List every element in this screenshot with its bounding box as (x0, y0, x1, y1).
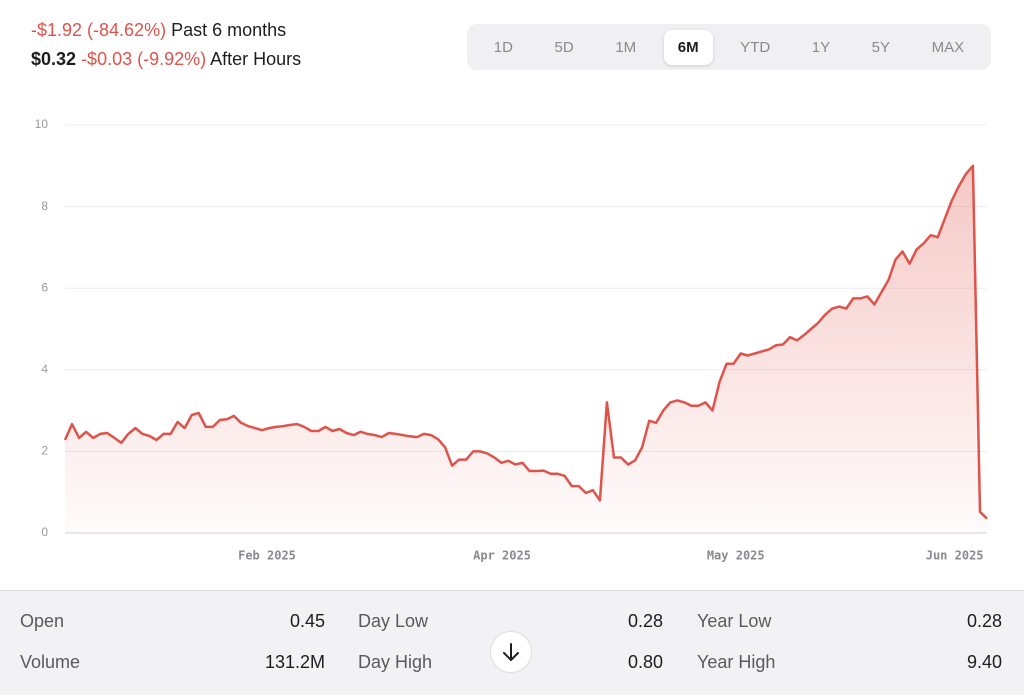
stat-label: Volume (20, 652, 81, 672)
range-tab[interactable]: 6M (663, 29, 713, 65)
stat-label: Day High (358, 652, 433, 672)
scroll-down-button[interactable] (490, 631, 532, 673)
range-tab[interactable]: 1D (493, 38, 513, 56)
y-tick-label: 0 (41, 525, 48, 539)
range-tab[interactable]: 1M (615, 38, 637, 56)
x-tick-label: Feb 2025 (238, 549, 296, 563)
stat-value: 0.45 (289, 611, 325, 631)
area-fill (65, 165, 987, 534)
range-tabs: 1D 5D 1M 6M YTD 1Y 5Y MAX (467, 24, 991, 70)
price-line (63, 164, 988, 520)
stat-label: Year Low (697, 611, 772, 631)
stat-label: Year High (697, 652, 776, 672)
y-tick-label: 4 (41, 362, 48, 376)
stat-label: Day Low (358, 611, 429, 631)
stat-value: 9.40 (966, 652, 1002, 672)
period: Past 6 months (171, 20, 287, 40)
x-tick-label: Apr 2025 (473, 549, 531, 563)
y-tick-label: 6 (41, 280, 48, 294)
range-tab[interactable]: 5D (554, 38, 574, 56)
stat-label: Open (20, 611, 65, 631)
y-tick-label: 10 (35, 117, 49, 131)
change: -$1.92 (-84.62%) (31, 20, 167, 40)
x-tick-label: Jun 2025 (926, 549, 984, 563)
arrow-icon (503, 643, 519, 661)
chart: 0 2 4 6 8 10 Feb 2025 Apr 2025 May 2025 Jun 2025 (35, 117, 988, 563)
stat-value: 131.2M (264, 652, 325, 672)
range-tab[interactable]: 1Y (811, 38, 831, 56)
range-tab[interactable]: 5Y (871, 38, 891, 56)
after-hours-label: After Hours (210, 49, 302, 69)
stat-value: 0.80 (627, 652, 663, 672)
after-hours-price: $0.32 (31, 49, 77, 69)
after-hours-change: -$0.03 (-9.92%) (81, 49, 207, 69)
stat-value: 0.28 (627, 611, 663, 631)
stats-panel: Open 0.45 Volume 131.2M Day Low 0.28 Day High 0… (0, 590, 1024, 695)
stat-value: 0.28 (966, 611, 1002, 631)
y-tick-label: 2 (41, 444, 48, 458)
header-line-2: $0.32 -$0.03 (-9.92%) After Hours (31, 49, 301, 70)
y-tick-label: 8 (41, 199, 48, 213)
range-tab[interactable]: MAX (931, 38, 965, 56)
header-line-1: -$1.92 (-84.62%) Past 6 months (31, 20, 286, 41)
range-tab[interactable]: YTD (740, 38, 771, 56)
x-tick-label: May 2025 (707, 549, 765, 563)
